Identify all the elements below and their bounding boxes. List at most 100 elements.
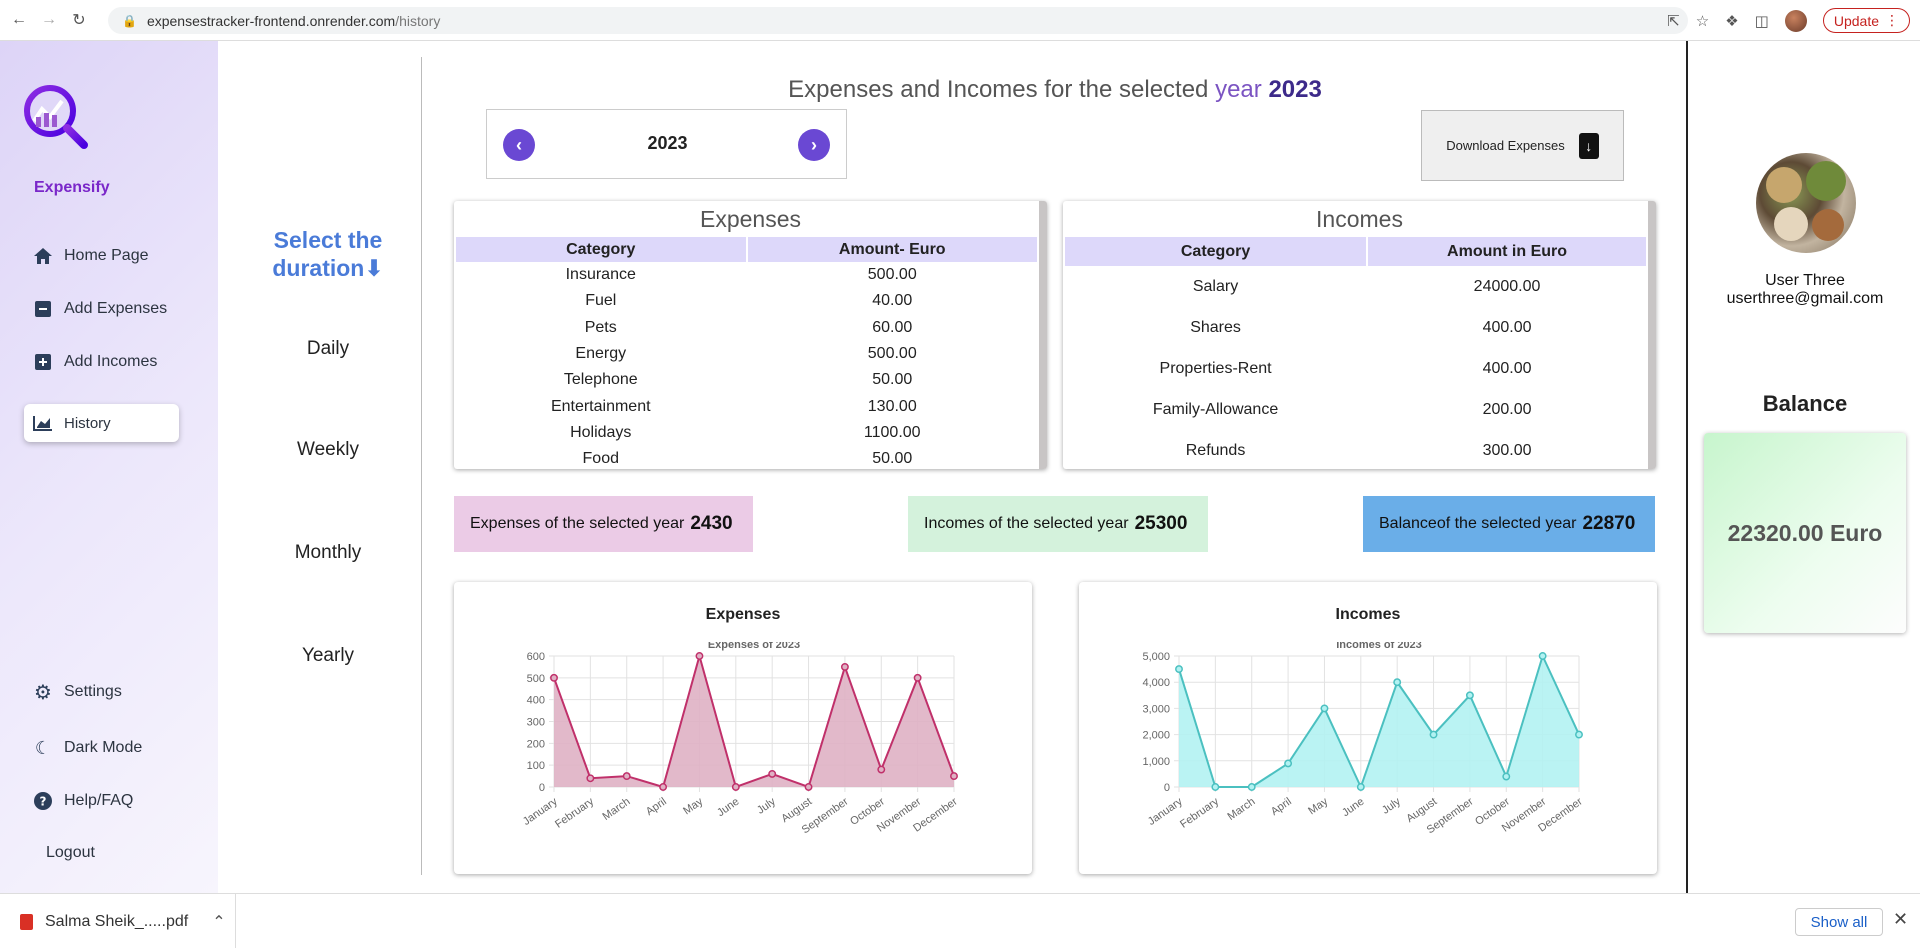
- balance-card: 22320.00 Euro: [1704, 433, 1906, 633]
- reload-icon[interactable]: ↻: [72, 12, 86, 29]
- table-row: Telephone 50.00: [456, 367, 1037, 393]
- data-point: [622, 772, 631, 781]
- moon-icon: ☾: [34, 737, 52, 758]
- duration-panel: Select the duration⬇ Daily Weekly Monthl…: [219, 41, 423, 893]
- incomes-chart-card: Incomes Incomes of 2023 0 1,000 2,000 3,000 4…: [1079, 582, 1657, 874]
- amount-cell: 200.00: [1482, 400, 1532, 418]
- home-icon: [32, 245, 54, 267]
- profile-avatar[interactable]: [1784, 9, 1807, 32]
- chevron-up-icon[interactable]: ⌃: [212, 913, 226, 931]
- question-icon: ?: [32, 790, 54, 812]
- category-cell: Refunds: [1185, 441, 1246, 459]
- series-area: [1179, 656, 1579, 787]
- close-icon[interactable]: ✕: [1893, 909, 1909, 929]
- extensions-icon[interactable]: ❖: [1725, 12, 1739, 30]
- data-point: [913, 673, 922, 682]
- show-all-button[interactable]: Show all: [1795, 908, 1883, 936]
- url-host: expensestracker-frontend.onrender.com: [146, 12, 396, 29]
- table-header: Category: [456, 237, 746, 262]
- y-tick-label: 2,000: [1142, 730, 1170, 742]
- data-point: [1356, 783, 1365, 791]
- avatar[interactable]: [1756, 153, 1856, 253]
- table-row: Fuel 40.00: [456, 288, 1037, 314]
- y-tick-label: 4,000: [1142, 677, 1170, 689]
- category-cell: Family-Allowance: [1152, 400, 1279, 418]
- sidebar-item-home[interactable]: Home Page: [24, 237, 179, 275]
- scrollbar[interactable]: [1648, 201, 1656, 469]
- amount-cell: 400.00: [1482, 318, 1532, 336]
- data-point: [1247, 783, 1256, 791]
- category-cell: Entertainment: [550, 397, 651, 415]
- data-point: [1465, 691, 1474, 700]
- balance-title: Balance: [1762, 391, 1848, 416]
- table-row: Food 50.00: [456, 446, 1037, 469]
- sidebar-item-help[interactable]: ? Help/FAQ: [24, 782, 179, 820]
- x-tick-label: July: [755, 795, 778, 816]
- data-point: [877, 765, 886, 774]
- brand-name: Expensify: [34, 179, 110, 196]
- series-area: [554, 656, 954, 787]
- data-point: [1429, 730, 1438, 739]
- table-row: Family-Allowance 200.00: [1065, 389, 1646, 430]
- x-tick-label: February: [553, 795, 596, 830]
- share-icon[interactable]: ⇱: [1667, 12, 1680, 30]
- back-icon[interactable]: ←: [11, 11, 27, 28]
- data-point: [550, 673, 558, 682]
- y-tick-label: 600: [527, 651, 545, 663]
- data-point: [1575, 730, 1583, 739]
- duration-weekly[interactable]: Weekly: [297, 439, 359, 460]
- sidebar: Expensify Home Page Add Expenses Add Inc…: [0, 41, 218, 893]
- next-year-button[interactable]: ›: [798, 129, 830, 161]
- user-name: User Three: [1765, 272, 1845, 289]
- data-point: [1502, 772, 1511, 781]
- y-tick-label: 0: [539, 782, 545, 794]
- sidebar-item-dark-mode[interactable]: ☾ Dark Mode: [24, 729, 179, 767]
- sidebar-item-add-incomes[interactable]: Add Incomes: [24, 343, 179, 381]
- address-bar[interactable]: 🔒 expensestracker-frontend.onrender.com /…: [108, 7, 1688, 34]
- table-header: Category: [1065, 237, 1367, 266]
- series-line: [553, 652, 955, 789]
- download-expenses-button[interactable]: Download Expenses ↓: [1421, 110, 1624, 181]
- x-tick-label: March: [601, 796, 633, 823]
- data-point: [586, 774, 595, 783]
- star-icon[interactable]: ☆: [1695, 12, 1710, 30]
- table-row: Refunds 300.00: [1065, 430, 1646, 469]
- duration-yearly[interactable]: Yearly: [301, 645, 355, 666]
- year-value: 2023: [647, 133, 688, 153]
- duration-daily[interactable]: Daily: [306, 338, 350, 359]
- category-cell: Holidays: [570, 423, 632, 441]
- data-point: [1538, 652, 1547, 660]
- data-point: [804, 783, 813, 791]
- sidebar-item-settings[interactable]: ⚙ Settings: [24, 673, 179, 711]
- table-row: Holidays 1100.00: [456, 420, 1037, 446]
- x-tick-label: February: [1178, 795, 1221, 830]
- x-tick-label: June: [1340, 796, 1366, 820]
- update-button[interactable]: Update ⋮: [1822, 8, 1910, 33]
- download-item[interactable]: Salma Sheik_.....pdf ⌃: [0, 894, 236, 948]
- lock-icon: 🔒: [122, 13, 137, 28]
- expenses-chart: Expenses of 20230100200300400500600Janua…: [521, 642, 960, 836]
- amount-cell: 500.00: [867, 266, 917, 284]
- prev-year-button[interactable]: ‹: [503, 129, 535, 161]
- x-tick-label: April: [1269, 796, 1294, 818]
- data-point: [1320, 704, 1329, 713]
- category-cell: Telephone: [563, 371, 638, 389]
- incomes-table-card: Incomes Category Amount in Euro Salary 24…: [1063, 201, 1656, 469]
- table-header: Amount in Euro: [1368, 237, 1646, 266]
- x-tick-label: May: [681, 795, 705, 817]
- sidebar-item-add-expenses[interactable]: Add Expenses: [24, 290, 179, 328]
- menu-dots-icon: ⋮: [1885, 12, 1899, 28]
- duration-monthly[interactable]: Monthly: [294, 542, 362, 563]
- incomes-table: Category Amount in Euro Salary 24000.00 Sh…: [1063, 237, 1648, 469]
- sidebar-item-logout[interactable]: Logout: [46, 844, 95, 861]
- amount-cell: 24000.00: [1473, 277, 1541, 295]
- side-panel-icon[interactable]: ◫: [1754, 12, 1769, 30]
- x-tick-label: June: [715, 796, 741, 820]
- sidebar-item-history[interactable]: History: [24, 404, 179, 442]
- forward-icon[interactable]: →: [41, 11, 57, 28]
- table-header: Amount- Euro: [747, 237, 1037, 262]
- scrollbar[interactable]: [1039, 201, 1047, 469]
- amount-cell: 130.00: [867, 397, 917, 415]
- data-point: [695, 652, 704, 660]
- chart-title: Expenses of 2023: [708, 642, 800, 651]
